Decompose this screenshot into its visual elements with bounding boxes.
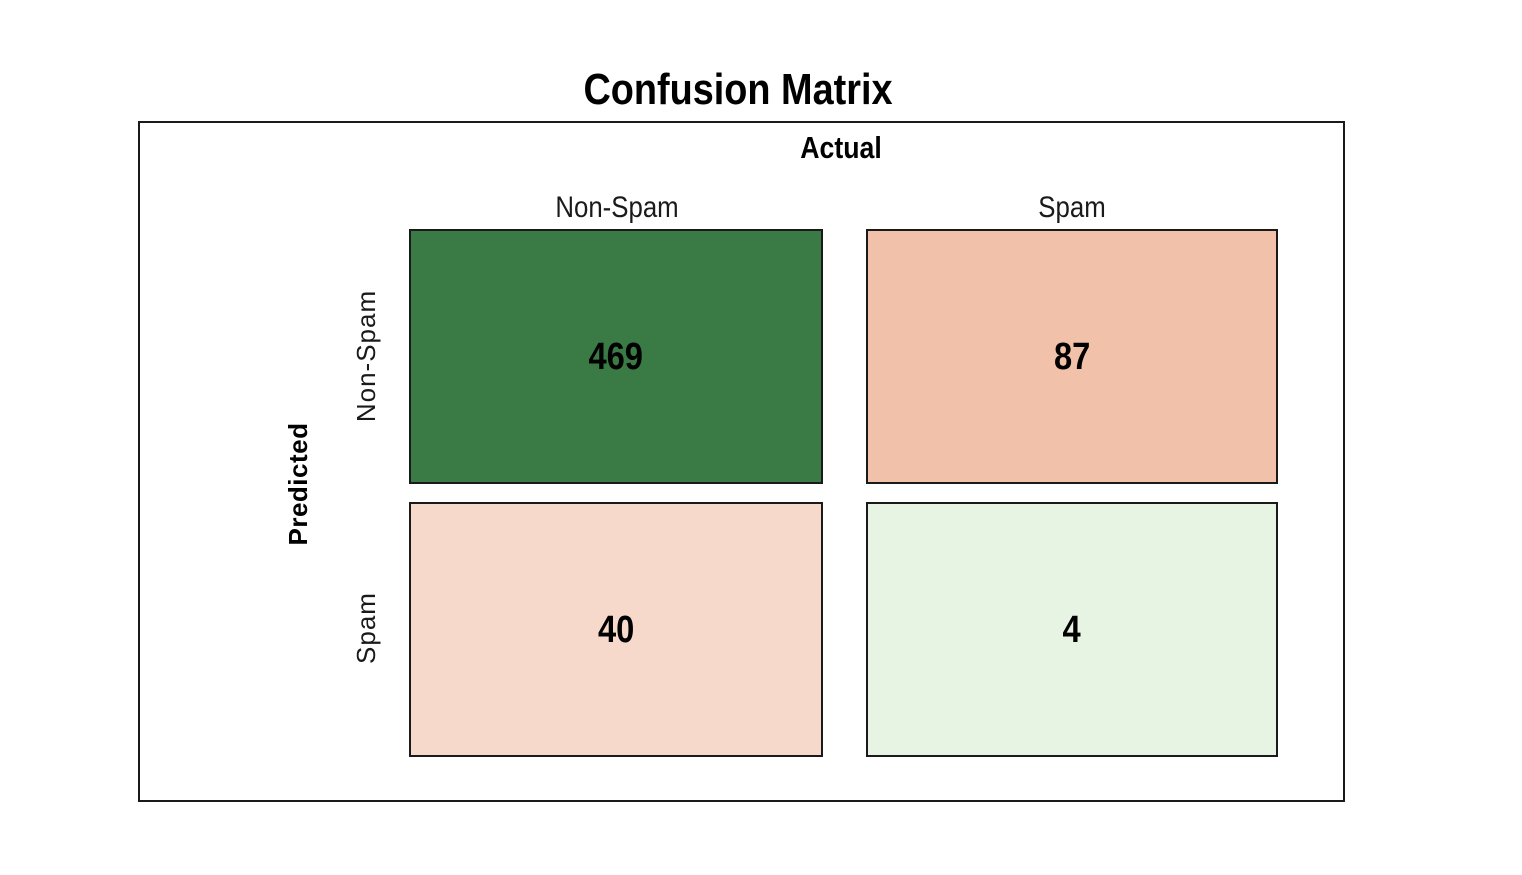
chart-title: Confusion Matrix (583, 65, 893, 114)
cell-value: 469 (588, 335, 644, 378)
cell-value: 87 (1053, 335, 1091, 378)
column-label-non-spam: Non-Spam (555, 191, 679, 224)
matrix-cell-spam-spam: 4 (866, 502, 1278, 757)
y-axis-title: Predicted (283, 422, 313, 546)
cell-value: 4 (1062, 608, 1082, 651)
plot-frame (138, 121, 1345, 802)
x-axis-title: Actual (800, 130, 882, 165)
row-label-spam: Spam (351, 592, 381, 664)
column-label-spam: Spam (1038, 191, 1106, 224)
matrix-cell-non-spam-non-spam: 469 (409, 229, 823, 484)
row-label-non-spam: Non-Spam (351, 289, 381, 423)
cell-value: 40 (597, 608, 635, 651)
matrix-cell-spam-non-spam: 40 (409, 502, 823, 757)
matrix-cell-non-spam-spam: 87 (866, 229, 1278, 484)
